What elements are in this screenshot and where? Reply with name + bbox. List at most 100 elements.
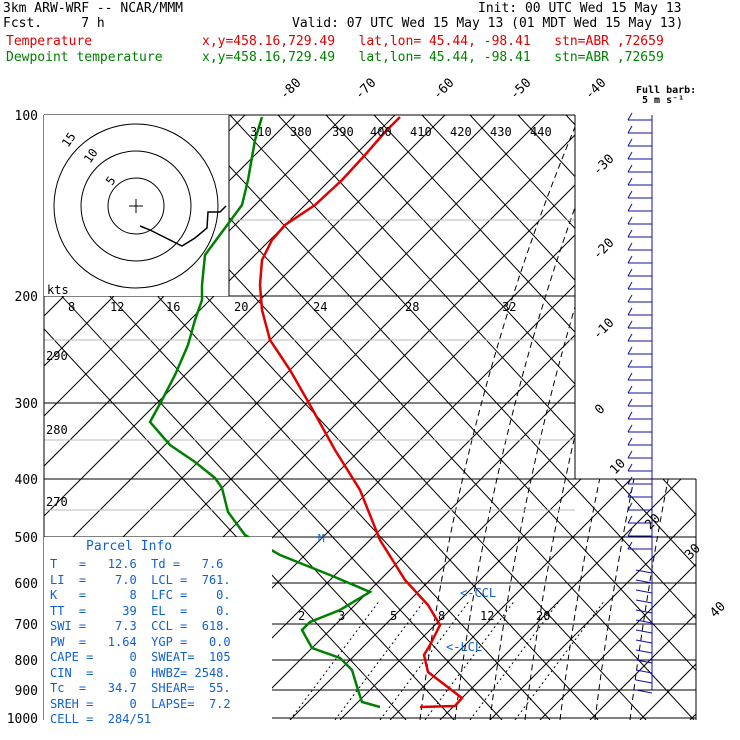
isotherm-line [44,115,496,720]
isotherm-label: -40 [582,76,609,103]
dry-adiabat-line [277,115,696,720]
hodo-unit-label: kts [47,283,69,297]
parcel-info-title: Parcel Info [86,539,173,554]
moist-adiabats [419,115,696,720]
theta-label: 310 [250,125,272,139]
hodograph-ring-label: 10 [81,146,101,166]
parcel-row: T = 12.6 Td = 7.6 [50,557,224,571]
wind-barb-flag [627,515,633,524]
wind-barb-lower [635,609,653,614]
wind-barb-flag [627,541,633,550]
dry-adiabat-line [229,115,696,720]
wind-barb-flag [627,268,633,277]
isotherm-line [489,115,696,720]
parcel-row: K = 8 LFC = 0. [50,588,231,602]
wind-barb-lower [635,679,653,684]
pressure-label: 700 [15,618,38,633]
wind-barb-flag [627,359,633,368]
pressure-label: 200 [15,290,38,305]
wind-barb-flag [627,346,633,355]
dry-adiabat-line [613,115,696,720]
parcel-row: SREH = 0 LAPSE= 7.2 [50,696,231,711]
dry-adiabat-line [565,115,696,720]
theta-left-label: 270 [46,495,68,509]
isotherm-label: -30 [590,152,617,179]
valid-time: Valid: 07 UTC Wed 15 May 13 (01 MDT Wed … [292,16,684,31]
wind-barb-flag [627,216,633,225]
moist-adiabat-line [594,115,696,720]
parcel-row: CAPE = 0 SWEAT= 105 [50,650,231,664]
mixing-ratio-label: 5 [390,609,397,623]
theta-label: 420 [450,125,472,139]
isotherm-line [289,115,696,720]
wind-barb-flag [627,320,633,329]
moist-adiabat-line [454,115,611,720]
pressure-label: 500 [15,531,38,546]
isotherm-label: -60 [430,76,457,103]
pressure-label: 1000 [7,712,38,727]
wind-barb-flag [627,125,633,134]
isotherm-label: -70 [352,76,379,103]
wind-barb-flag [627,437,633,446]
isotherm-line [689,115,696,720]
hodograph-ring [107,177,165,235]
moist-adiabat-line [419,115,581,720]
wind-barb-flag [627,294,633,303]
wind-barb-lower [635,589,653,594]
isotherm-line [439,115,696,720]
theta-label: 400 [370,125,392,139]
ccl-label: <-CCL [460,586,496,600]
hodo-speed-label: 24 [313,300,327,314]
isotherm-line [639,115,696,720]
parcel-row: Tc = 34.7 SHEAR= 55. [50,681,231,695]
isotherm-label: 40 [707,599,729,621]
wind-barb-lower [635,689,653,694]
parcel-row: PW = 1.64 YGP = 0.0 [50,634,231,649]
wind-barb-flag [627,372,633,381]
isotherm-label: -80 [277,76,304,103]
dry-adiabat-line [44,115,503,720]
isotherm-line [44,115,396,720]
moist-adiabat-line [629,115,696,720]
dry-adiabat-line [325,115,696,720]
wind-barb-flag [627,138,633,147]
temperature-curve [258,116,464,709]
isotherm-label: 30 [682,541,704,563]
wind-barb-flag [627,502,633,511]
hodograph-ring [53,123,219,289]
barb-legend-line2: 5 m s⁻¹ [642,95,684,106]
forecast-hour: Fcst. 7 h [3,16,105,31]
hodo-speed-label: 8 [68,300,75,314]
dry-adiabat-line [44,115,455,720]
wind-barb-lower [635,599,653,604]
mixing-ratio-label: 2 [298,609,305,623]
pressure-label: 400 [15,473,38,488]
wind-barb-flag [627,177,633,186]
lcl-label: <-LCL [446,640,482,654]
isotherm-line [339,115,696,720]
theta-label: 380 [290,125,312,139]
dewpoint-curve [148,116,381,709]
wind-barb-lower [635,659,653,664]
parcel-row: TT = 39 EL = 0. [50,603,231,618]
pressure-label: 900 [15,684,38,699]
mixing-ratio-label: 12 [480,609,494,623]
wind-barb-flag [627,528,633,537]
wind-barb-lower [635,579,653,584]
isotherm-label: 10 [607,456,629,478]
dry-adiabat-line [44,115,407,720]
wind-barb-lower [635,569,653,574]
parcel-info-panel: Parcel Info T = 12.6 Td = 7.6 LI = 7.0 LC… [44,537,272,729]
wind-barb-flag [627,229,633,238]
wind-barb-flag [627,281,633,290]
init-time: Init: 00 UTC Wed 15 May 13 [478,1,682,16]
wind-barb-flag [627,307,633,316]
theta-left-label: 280 [46,423,68,437]
wind-barb-lower [635,669,653,674]
isotherm-label: 0 [592,402,608,418]
isotherm-line [44,115,546,720]
hodograph-ring [80,150,192,262]
dry-adiabat-line [710,115,740,720]
